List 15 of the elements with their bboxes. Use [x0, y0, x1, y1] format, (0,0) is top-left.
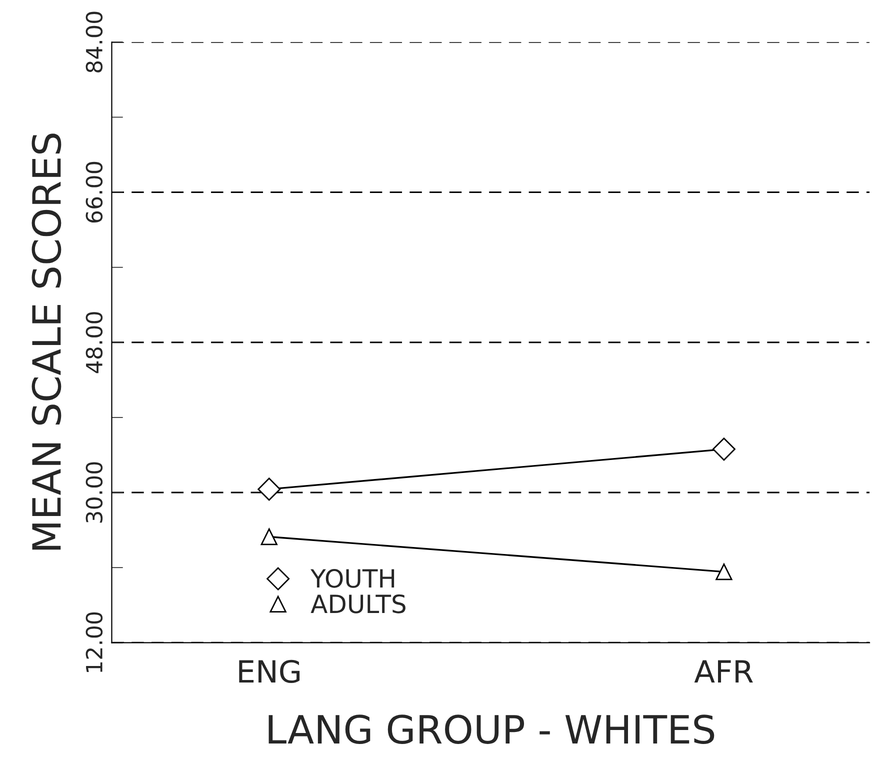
x-tick-label: ENG: [239, 660, 300, 683]
y-tick-label: 12.00: [86, 612, 103, 672]
point: [712, 438, 736, 461]
y-tick-label: 48.00: [86, 312, 103, 374]
x-axis-title: LANG GROUP - WHITES: [268, 714, 714, 744]
y-tick-label: 30.00: [86, 462, 103, 523]
legend-label: YOUTH: [310, 568, 394, 588]
y-axis-title: MEAN SCALE SCORES: [32, 134, 62, 550]
y-tick-label: 66.00: [86, 162, 103, 223]
y-tick-label: 84.00: [86, 12, 103, 72]
legend-label: ADULTS: [310, 594, 406, 614]
point: [716, 563, 732, 580]
point: [260, 528, 278, 546]
x-tick-label: AFR: [694, 660, 753, 683]
point: [258, 478, 281, 501]
